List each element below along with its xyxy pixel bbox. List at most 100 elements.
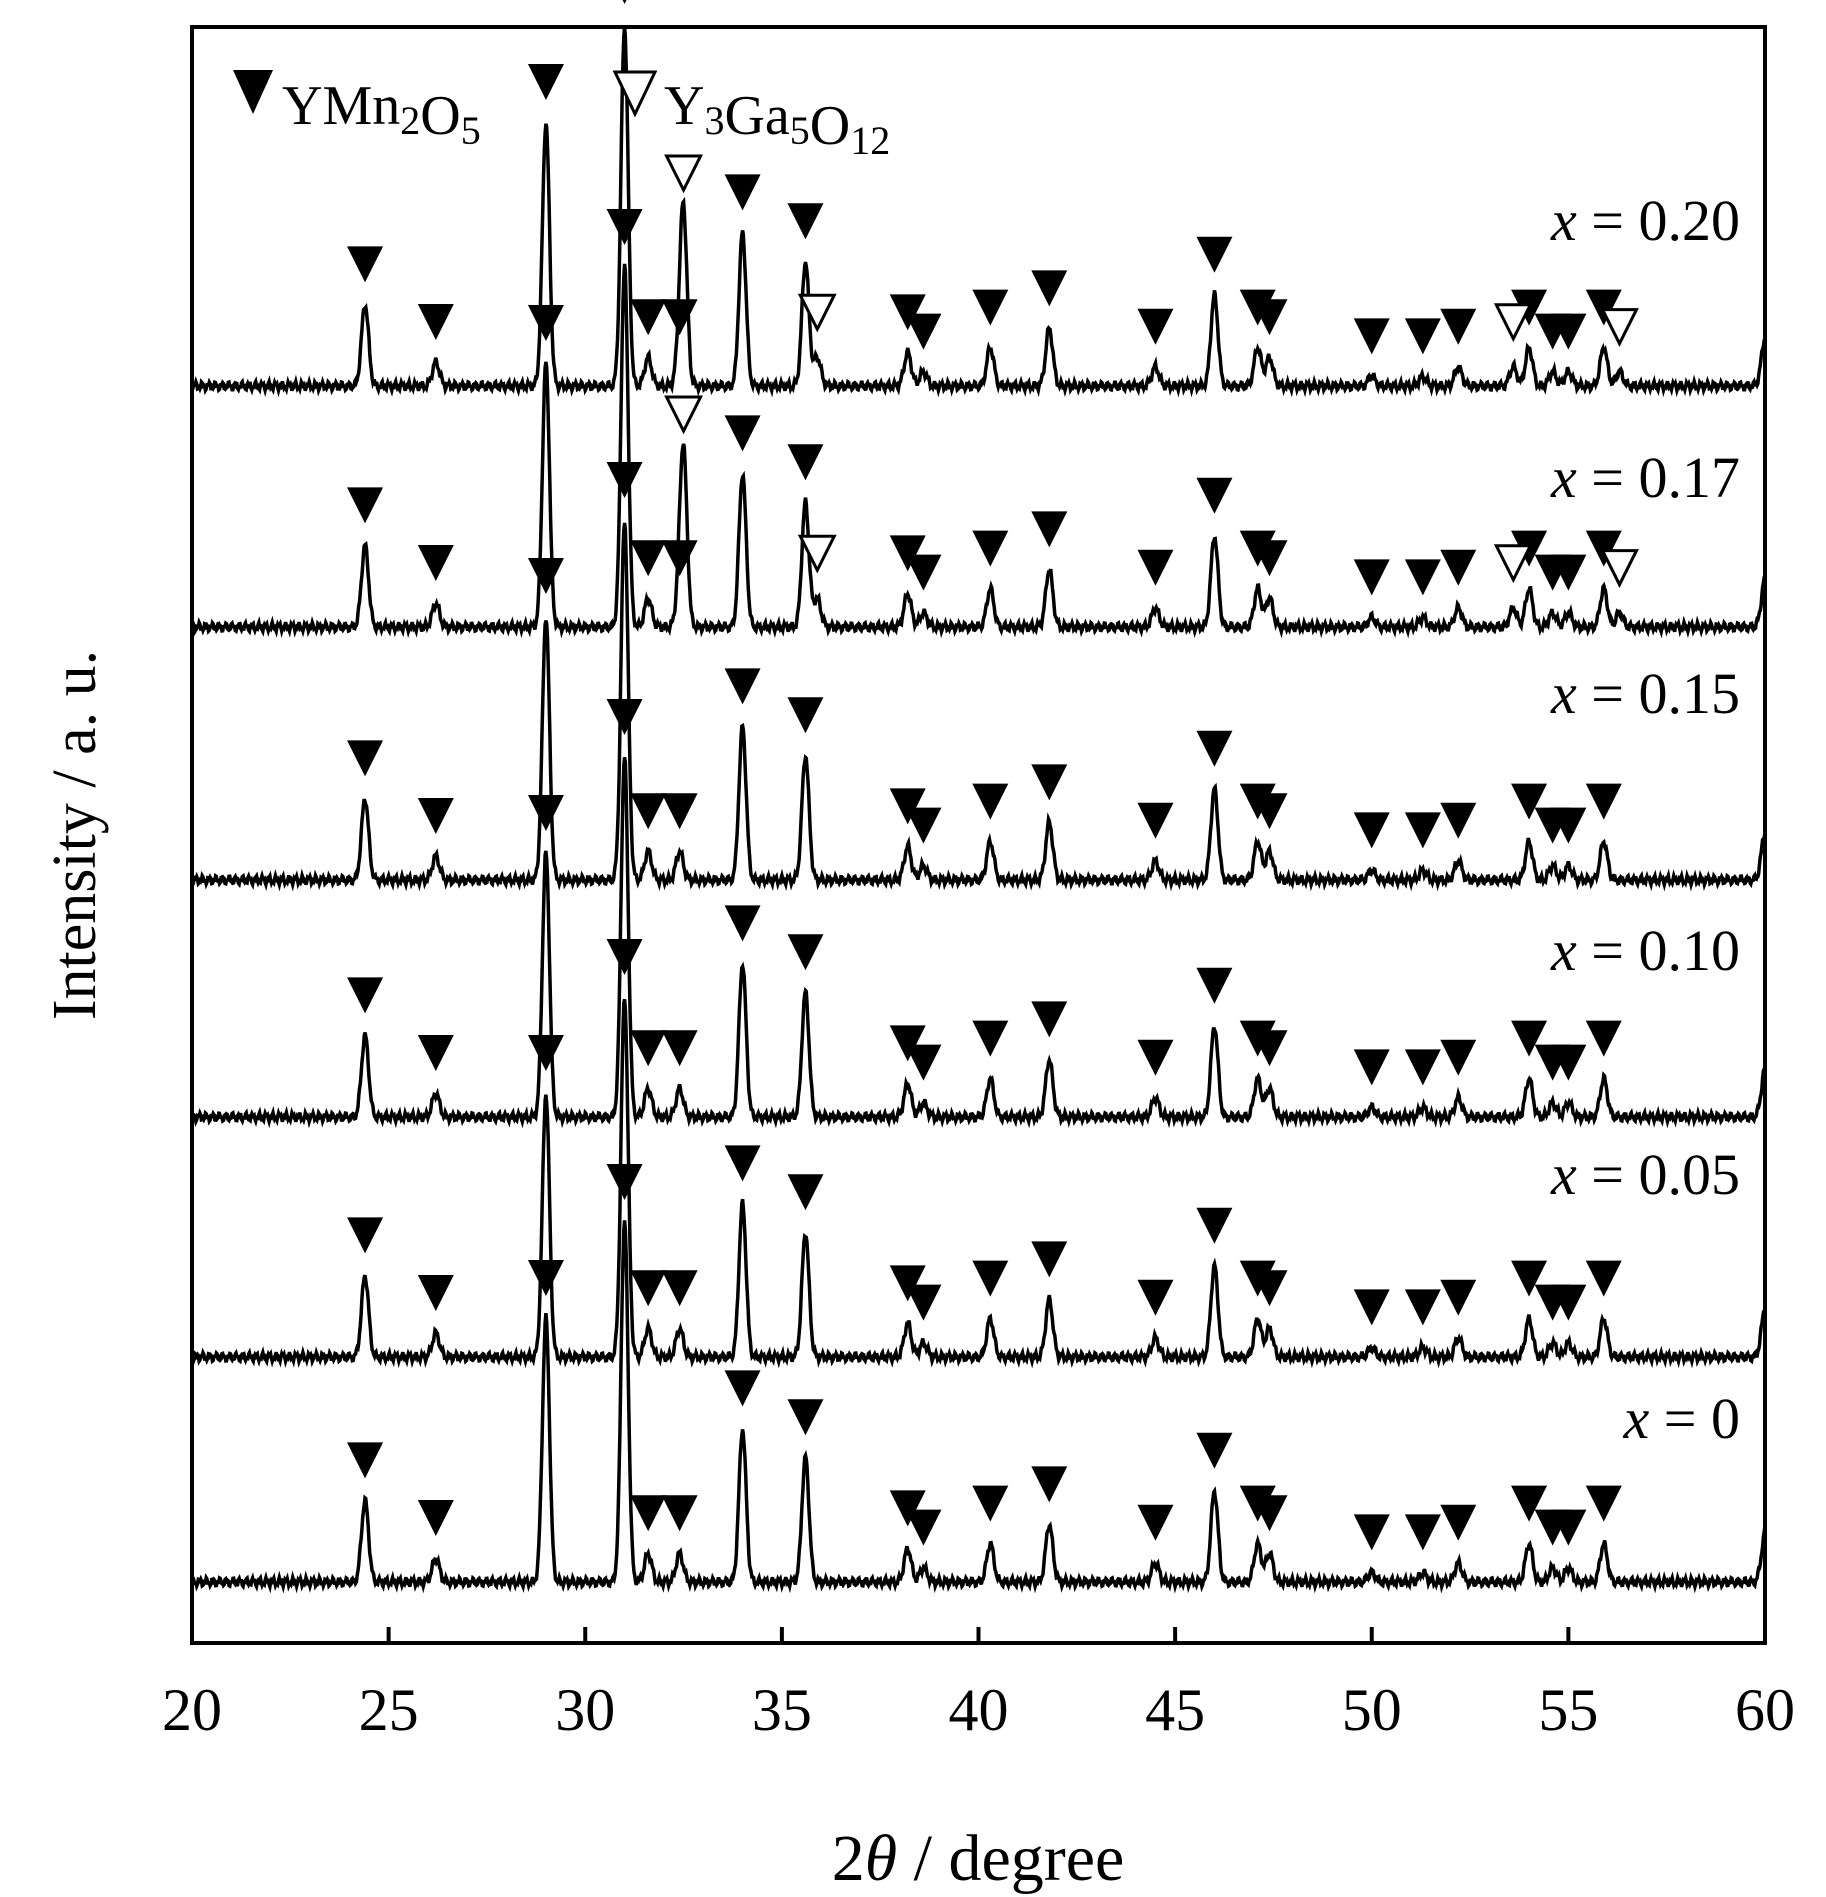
y3ga5o12-peak-marker (1493, 303, 1533, 343)
xrd-pattern-line (191, 998, 1766, 1369)
ymn2o5-peak-marker (630, 1270, 667, 1307)
ymn2o5-peak-marker (1440, 1504, 1477, 1541)
series-label-variable: x (1550, 661, 1577, 726)
x-tick-label: 25 (359, 1677, 419, 1743)
ymn2o5-peak-marker (1353, 1514, 1390, 1551)
ymn2o5-peak-marker (972, 1260, 1009, 1297)
ymn2o5-peak-marker (661, 299, 698, 336)
xrd-pattern-line (190, 1220, 1767, 1594)
ymn2o5-peak-marker (889, 535, 926, 572)
ymn2o5-peak-marker (1137, 1504, 1174, 1541)
ymn2o5-peak-marker (606, 939, 643, 975)
ymn2o5-peak-marker (347, 246, 384, 283)
ymn2o5-peak-marker (1550, 313, 1587, 350)
x-tick-label: 40 (949, 1677, 1009, 1743)
ymn2o5-peak-marker (972, 783, 1009, 820)
series-label-value: = 0.15 (1577, 661, 1740, 726)
y3ga5o12-peak-marker (797, 293, 837, 333)
x-axis-label-prefix: 2 (832, 1822, 865, 1895)
ymn2o5-peak-marker (1585, 1485, 1622, 1522)
ymn2o5-peak-marker (1196, 1207, 1233, 1244)
ymn2o5-peak-marker (347, 977, 384, 1014)
xrd-pattern-line (190, 263, 1767, 639)
ymn2o5-peak-marker (1550, 807, 1587, 844)
ymn2o5-peak-marker (889, 1265, 926, 1302)
ymn2o5-peak-marker (417, 1035, 454, 1071)
x-axis: 20 25 30 35 40 45 50 55 60 (162, 1627, 1795, 1743)
ymn2o5-peak-marker (347, 1217, 384, 1254)
ymn2o5-peak-marker (972, 1020, 1009, 1057)
series-label: x = 0.20 (1550, 188, 1740, 253)
ymn2o5-peak-marker (417, 798, 454, 834)
legend-subscript: 2 (400, 98, 420, 143)
ymn2o5-peak-marker (787, 1174, 824, 1211)
legend-text-part: Mn (322, 75, 400, 137)
ymn2o5-peak-marker (606, 699, 643, 735)
ymn2o5-peak-marker (1196, 730, 1233, 767)
ymn2o5-peak-marker (1550, 554, 1587, 591)
ymn2o5-peak-marker (1137, 308, 1174, 345)
legend-subscript: 3 (704, 98, 724, 143)
ymn2o5-peak-marker (972, 1485, 1009, 1522)
x-tick-label: 60 (1735, 1677, 1795, 1743)
y3ga5o12-peak-marker (1600, 549, 1639, 588)
ymn2o5-peak-marker (1031, 270, 1068, 307)
ymn2o5-peak-marker (905, 807, 942, 844)
legend-subscript: 5 (790, 108, 810, 153)
y3ga5o12-peak-marker (1493, 544, 1533, 584)
series-label-value: = 0.17 (1577, 445, 1740, 510)
ymn2o5-peak-marker (1196, 967, 1233, 1004)
y3ga5o12-peak-marker (664, 154, 703, 194)
ymn2o5-peak-marker (1550, 1509, 1587, 1546)
ymn2o5-peak-marker (1404, 1049, 1441, 1086)
ymn2o5-peak-marker (889, 294, 926, 331)
ymn2o5-peak-marker (1031, 511, 1068, 548)
ymn2o5-peak-marker (527, 1260, 564, 1296)
ymn2o5-peak-marker (889, 1490, 926, 1527)
y-axis-label: Intensity / a. u. (41, 650, 109, 1020)
ymn2o5-peak-marker (1353, 1289, 1390, 1326)
ymn2o5-peak-marker (527, 64, 564, 100)
ymn2o5-peak-marker (1031, 1001, 1068, 1038)
legend-text-part: O (810, 95, 850, 157)
ymn2o5-peak-marker (1251, 1495, 1288, 1532)
ymn2o5-peak-marker (787, 934, 824, 971)
series-label-value: = 0.20 (1577, 188, 1740, 253)
series-label-variable: x (1623, 1386, 1650, 1451)
ymn2o5-peak-marker (1196, 477, 1233, 514)
ymn2o5-peak-marker (1251, 1270, 1288, 1307)
ymn2o5-peak-marker (1585, 530, 1622, 567)
series-label-value: = 0.10 (1577, 918, 1740, 983)
ymn2o5-peak-marker (1031, 1466, 1068, 1503)
ymn2o5-peak-marker (630, 1495, 667, 1532)
ymn2o5-peak-marker (661, 540, 698, 577)
ymn2o5-peak-marker (905, 554, 942, 591)
ymn2o5-peak-marker (606, 462, 643, 498)
ymn2o5-peak-marker (347, 487, 384, 524)
ymn2o5-peak-marker (527, 1035, 564, 1071)
ymn2o5-peak-marker (630, 540, 667, 577)
ymn2o5-peak-marker (889, 788, 926, 825)
legend-text-part: O (420, 85, 460, 147)
ymn2o5-peak-marker (1404, 812, 1441, 849)
ymn2o5-peak-marker (347, 740, 384, 777)
ymn2o5-peak-marker (661, 1495, 698, 1532)
series-layer (190, 26, 1767, 1594)
legend-text-part: Ga (724, 85, 789, 147)
ymn2o5-peak-marker (1353, 812, 1390, 849)
ymn2o5-peak-marker (606, 1164, 643, 1200)
legend-text-part: Y (664, 75, 704, 137)
series-label-variable: x (1550, 445, 1577, 510)
ymn2o5-peak-marker (1585, 1260, 1622, 1297)
label-layer: x = 0x = 0.05x = 0.10x = 0.15x = 0.17x =… (1550, 188, 1740, 1451)
ymn2o5-peak-marker (724, 1145, 761, 1182)
ymn2o5-peak-marker (889, 1025, 926, 1062)
ymn2o5-peak-marker (527, 305, 564, 341)
ymn2o5-peak-marker (606, 209, 643, 245)
ymn2o5-peak-marker (724, 1370, 761, 1407)
legend-label-ymn2o5: YMn2O5 (282, 75, 481, 153)
ymn2o5-peak-marker (1585, 783, 1622, 820)
series-label: x = 0.05 (1550, 1142, 1740, 1207)
ymn2o5-peak-marker (661, 793, 698, 830)
marker-layer (347, 0, 1639, 1551)
